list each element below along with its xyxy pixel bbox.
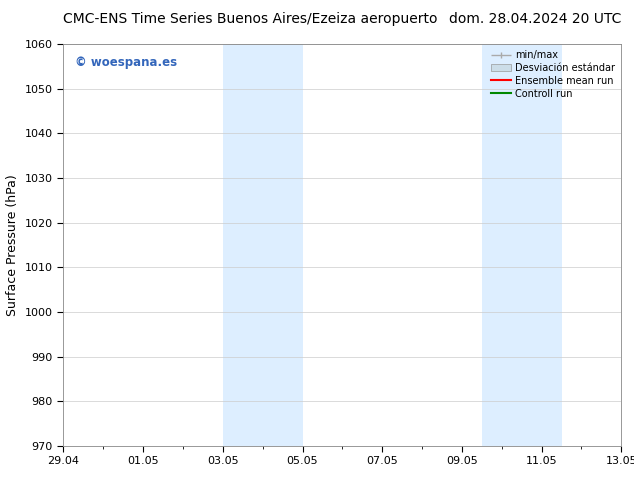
Bar <box>482 44 562 446</box>
Bar <box>223 44 302 446</box>
Text: © woespana.es: © woespana.es <box>75 56 177 69</box>
Y-axis label: Surface Pressure (hPa): Surface Pressure (hPa) <box>6 174 19 316</box>
Legend: min/max, Desviación estándar, Ensemble mean run, Controll run: min/max, Desviación estándar, Ensemble m… <box>488 46 619 102</box>
Text: CMC-ENS Time Series Buenos Aires/Ezeiza aeropuerto: CMC-ENS Time Series Buenos Aires/Ezeiza … <box>63 12 438 26</box>
Text: dom. 28.04.2024 20 UTC: dom. 28.04.2024 20 UTC <box>449 12 621 26</box>
